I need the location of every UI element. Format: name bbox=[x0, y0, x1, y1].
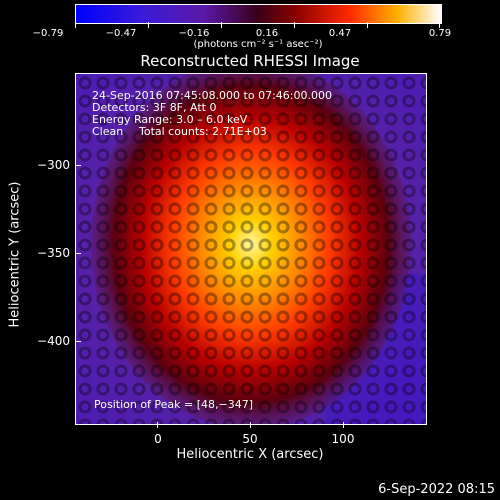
y-tick bbox=[75, 341, 81, 342]
x-tick bbox=[343, 422, 344, 428]
colorbar-gradient bbox=[76, 5, 441, 23]
info-text-4a: Clean bbox=[92, 125, 124, 138]
colorbar-units: (photons cm⁻² s⁻¹ asec⁻²) bbox=[193, 39, 323, 50]
colorbar-tick-label: −0.79 bbox=[32, 28, 64, 39]
rhessi-image bbox=[76, 74, 426, 424]
colorbar-tick bbox=[439, 22, 440, 28]
x-tick bbox=[157, 422, 158, 428]
colorbar-tick-label: 0.79 bbox=[428, 28, 452, 39]
colorbar-tick-label: −0.47 bbox=[105, 28, 137, 39]
x-tick-label: 100 bbox=[331, 432, 355, 446]
colorbar-tick-label: 0.47 bbox=[328, 28, 352, 39]
colorbar-tick bbox=[75, 22, 76, 28]
y-tick-label: −350 bbox=[37, 246, 70, 260]
info-text-3: Energy Range: 3.0 – 6.0 keV bbox=[92, 113, 248, 126]
x-tick bbox=[250, 422, 251, 428]
colorbar-ticks bbox=[75, 22, 440, 30]
plot-title: Reconstructed RHESSI Image bbox=[140, 52, 360, 70]
x-axis-label: Heliocentric X (arcsec) bbox=[176, 447, 324, 462]
y-tick bbox=[75, 165, 81, 166]
colorbar bbox=[75, 4, 442, 24]
colorbar-tick bbox=[367, 22, 368, 28]
y-tick bbox=[75, 253, 81, 254]
info-text-1: 24-Sep-2016 07:45:08.000 to 07:46:00.000 bbox=[92, 89, 332, 102]
peak-position-text: Position of Peak = [48,−347] bbox=[94, 398, 254, 411]
info-text-4b: Total counts: 2.71E+03 bbox=[139, 125, 267, 138]
y-axis-label: Heliocentric Y (arcsec) bbox=[7, 181, 23, 328]
x-tick-label: 0 bbox=[154, 432, 162, 446]
info-text-2: Detectors: 3F 8F, Att 0 bbox=[92, 101, 217, 114]
colorbar-tick bbox=[294, 22, 295, 28]
x-tick-label: 50 bbox=[242, 432, 258, 446]
colorbar-tick-label: 0.16 bbox=[255, 28, 279, 39]
y-tick-label: −400 bbox=[37, 334, 70, 348]
colorbar-tick-label: −0.16 bbox=[178, 28, 210, 39]
colorbar-tick bbox=[148, 22, 149, 28]
colorbar-tick bbox=[221, 22, 222, 28]
y-tick-label: −300 bbox=[37, 158, 70, 172]
rhessi-image-plot: 24-Sep-2016 07:45:08.000 to 07:46:00.000… bbox=[75, 73, 427, 425]
footer-timestamp: 6-Sep-2022 08:15 bbox=[378, 482, 495, 497]
